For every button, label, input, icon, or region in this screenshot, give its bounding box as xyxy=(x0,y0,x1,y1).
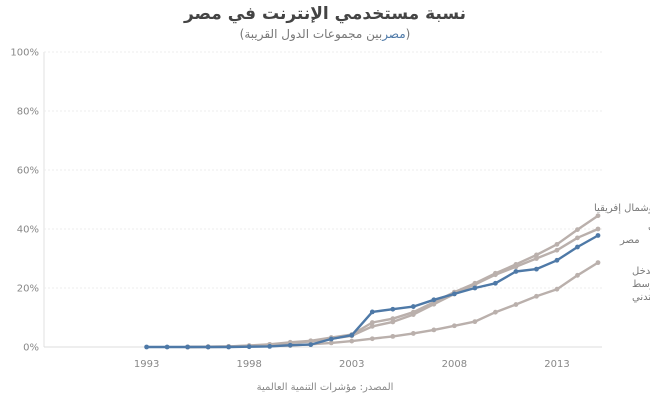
data-point xyxy=(554,247,560,253)
data-point xyxy=(493,272,498,278)
data-point xyxy=(410,331,416,336)
data-point xyxy=(369,323,375,329)
data-point xyxy=(534,252,539,258)
data-point xyxy=(513,302,519,307)
series-line xyxy=(145,234,600,349)
source-note: المصدر: مؤشرات التنمية العالمية xyxy=(256,382,394,393)
y-tick-label: 100% xyxy=(10,48,39,59)
data-point xyxy=(554,286,560,292)
series-label: العالم العربي xyxy=(648,221,650,232)
y-tick-label: 20% xyxy=(17,284,39,295)
y-tick-label: 40% xyxy=(17,225,39,236)
data-point xyxy=(595,260,601,266)
data-point xyxy=(493,309,498,315)
data-point xyxy=(472,285,478,291)
y-tick-label: 60% xyxy=(17,166,39,177)
y-tick-label: 0% xyxy=(23,343,39,354)
data-point xyxy=(349,332,355,338)
data-point xyxy=(226,344,232,350)
chart-subtitle: (مصربين مجموعات الدول القريبة) xyxy=(0,27,650,41)
data-point xyxy=(328,336,334,342)
data-point xyxy=(164,344,170,350)
data-point xyxy=(534,256,539,261)
data-point xyxy=(534,293,539,299)
subtitle-open: ( xyxy=(405,27,411,41)
data-point xyxy=(369,309,375,315)
data-point xyxy=(595,233,601,238)
data-point xyxy=(575,244,580,250)
series-label: المتدني xyxy=(632,292,650,303)
series-label: مصر xyxy=(619,235,640,246)
data-point xyxy=(595,226,601,232)
data-point xyxy=(513,264,519,270)
data-point xyxy=(431,301,437,307)
data-point xyxy=(246,344,252,350)
data-point xyxy=(513,269,519,274)
series-label: الأوسط xyxy=(632,277,650,290)
x-tick-label: 1993 xyxy=(134,359,159,370)
data-point xyxy=(575,272,580,278)
data-point xyxy=(451,291,457,297)
subtitle-highlight: مصر xyxy=(382,27,406,41)
data-point xyxy=(472,282,478,287)
series-label: عالم الدخل xyxy=(632,266,650,277)
data-point xyxy=(451,323,457,329)
data-point xyxy=(144,344,149,350)
data-point xyxy=(431,297,437,303)
data-point xyxy=(410,304,416,309)
data-point xyxy=(575,227,580,232)
data-point xyxy=(369,320,375,325)
chart-title: نسبة مستخدمي الإنترنت في مصر xyxy=(183,4,467,24)
data-point xyxy=(431,327,437,333)
data-point xyxy=(185,344,191,350)
data-point xyxy=(493,280,498,286)
data-point xyxy=(328,340,334,346)
data-point xyxy=(267,344,273,349)
data-point xyxy=(308,342,314,348)
data-point xyxy=(390,333,396,339)
x-tick-label: 1998 xyxy=(236,359,261,370)
subtitle-rest: بين مجموعات الدول القريبة) xyxy=(239,27,383,41)
data-point xyxy=(390,319,396,325)
x-tick-label: 2013 xyxy=(544,359,569,370)
data-point xyxy=(390,306,396,312)
data-point xyxy=(554,257,560,263)
data-point xyxy=(534,266,539,272)
data-point xyxy=(287,342,293,348)
x-tick-label: 2003 xyxy=(339,359,364,370)
x-tick-label: 2008 xyxy=(442,359,467,370)
data-point xyxy=(205,344,211,350)
data-point xyxy=(595,213,601,219)
data-point xyxy=(575,235,580,241)
data-point xyxy=(554,241,560,247)
data-point xyxy=(349,338,355,344)
data-point xyxy=(410,312,416,317)
series-label: الشرق الأوسط وشمال إفريقيا xyxy=(594,201,650,214)
series-line xyxy=(186,214,600,349)
y-tick-label: 80% xyxy=(17,107,39,118)
data-point xyxy=(472,319,478,325)
data-point xyxy=(369,336,375,342)
